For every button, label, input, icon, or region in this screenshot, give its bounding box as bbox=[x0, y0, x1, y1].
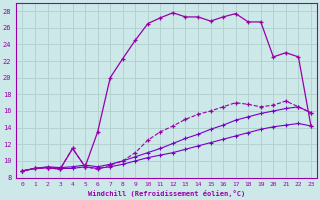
X-axis label: Windchill (Refroidissement éolien,°C): Windchill (Refroidissement éolien,°C) bbox=[88, 190, 245, 197]
